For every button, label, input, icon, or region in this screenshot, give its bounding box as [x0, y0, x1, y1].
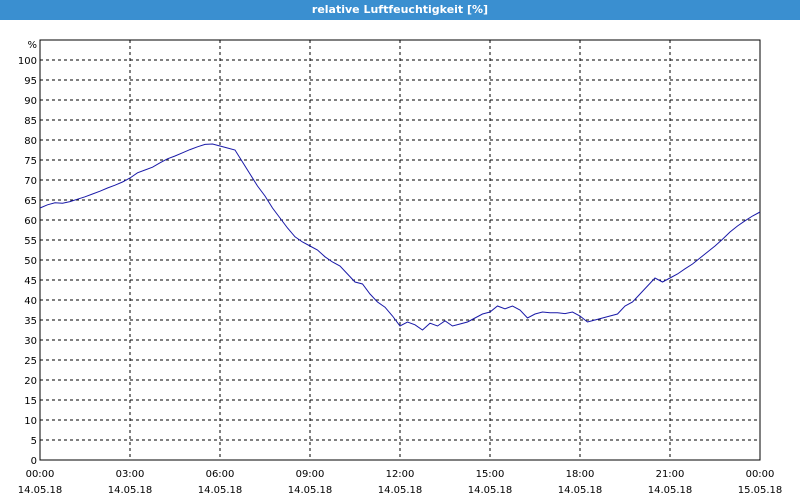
- y-tick-label: 75: [24, 156, 37, 167]
- y-tick-label: 45: [24, 276, 37, 287]
- y-tick-label: 65: [24, 196, 37, 207]
- humidity-series-line: [39, 143, 761, 331]
- plot-frame: [39, 39, 761, 461]
- grid-lines: [40, 40, 760, 460]
- x-tick-date-label: 15.05.18: [738, 485, 783, 496]
- window-title: relative Luftfeuchtigkeit [%]: [0, 0, 800, 20]
- x-tick-date-label: 14.05.18: [288, 485, 333, 496]
- y-tick-label: 25: [24, 356, 37, 367]
- y-tick-label: 50: [24, 256, 37, 267]
- y-tick-label: 35: [24, 316, 37, 327]
- x-tick-time-label: 00:00: [746, 469, 775, 480]
- x-tick-time-label: 18:00: [566, 469, 595, 480]
- y-tick-label: 30: [24, 336, 37, 347]
- y-axis-tick-labels: 0 5 10 15 20 25 30 35 40 45 50 55 60 65 70 75 80 85 90 95 10…: [18, 56, 37, 467]
- x-tick-time-label: 03:00: [116, 469, 145, 480]
- x-axis-tick-labels: 00:00 14.05.18 03:00 14.05.18 06:00 14.05.18 0…: [18, 469, 783, 496]
- x-tick-date-label: 14.05.18: [18, 485, 63, 496]
- x-tick-date-label: 14.05.18: [468, 485, 513, 496]
- y-tick-label: 90: [24, 96, 37, 107]
- y-tick-label: 40: [24, 296, 37, 307]
- x-tick-time-label: 12:00: [386, 469, 415, 480]
- x-tick-time-label: 21:00: [656, 469, 685, 480]
- y-tick-label: 10: [24, 416, 37, 427]
- y-tick-label: 100: [18, 56, 37, 67]
- y-tick-label: 80: [24, 136, 37, 147]
- y-tick-label: 70: [24, 176, 37, 187]
- y-axis-unit-label: %: [27, 40, 37, 51]
- y-tick-label: 85: [24, 116, 37, 127]
- x-tick-date-label: 14.05.18: [648, 485, 693, 496]
- x-tick-date-label: 14.05.18: [378, 485, 423, 496]
- x-tick-date-label: 14.05.18: [108, 485, 153, 496]
- x-tick-time-label: 09:00: [296, 469, 325, 480]
- x-tick-time-label: 06:00: [206, 469, 235, 480]
- y-tick-label: 15: [24, 396, 37, 407]
- x-tick-time-label: 00:00: [26, 469, 55, 480]
- y-tick-label: 60: [24, 216, 37, 227]
- y-tick-label: 5: [31, 436, 37, 447]
- y-tick-label: 95: [24, 76, 37, 87]
- x-tick-time-label: 15:00: [476, 469, 505, 480]
- y-tick-label: 0: [31, 456, 37, 467]
- y-tick-label: 55: [24, 236, 37, 247]
- humidity-chart: 0 5 10 15 20 25 30 35 40 45 50 55 60 65 70 75 80 85 90 95 10…: [18, 39, 783, 496]
- x-tick-date-label: 14.05.18: [198, 485, 243, 496]
- y-tick-label: 20: [24, 376, 37, 387]
- x-tick-date-label: 14.05.18: [558, 485, 603, 496]
